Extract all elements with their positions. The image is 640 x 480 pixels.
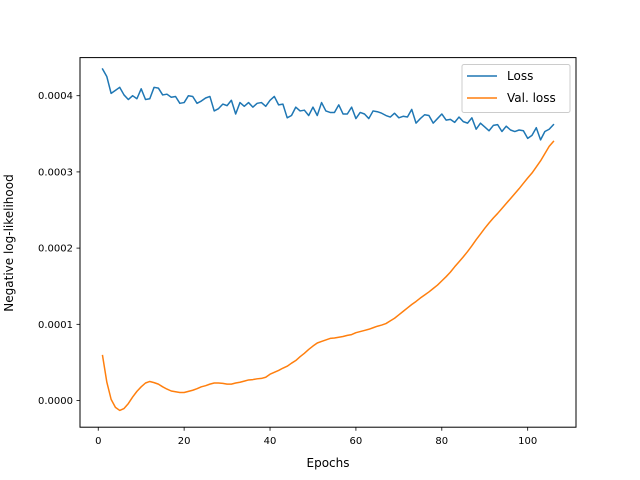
y-tick-label: 0.0004 [38,91,73,102]
series-line-val-loss [101,140,555,412]
x-tick-label: 20 [178,436,191,447]
x-tick-label: 100 [518,436,537,447]
legend: Loss Val. loss [461,64,571,113]
x-tick-label: 60 [350,436,363,447]
x-tick-label: 80 [435,436,448,447]
x-axis-label: Epochs [307,456,350,470]
y-axis-label: Negative log-likelihood [2,174,16,311]
y-axis-ticks: 0.0000 0.0001 0.0002 0.0003 0.0004 [38,91,80,407]
plot-frame [79,57,577,428]
y-tick-label: 0.0000 [38,396,73,407]
legend-label-val-loss: Val. loss [507,91,556,105]
x-tick-label: 0 [95,436,101,447]
x-axis-ticks: 0 20 40 60 80 100 [95,427,537,447]
y-tick-label: 0.0003 [38,167,73,178]
legend-label-loss: Loss [507,69,533,83]
x-tick-label: 40 [264,436,277,447]
series-layer [101,68,555,412]
series-line-loss [101,68,555,141]
y-tick-label: 0.0002 [38,244,73,255]
y-tick-label: 0.0001 [38,320,73,331]
